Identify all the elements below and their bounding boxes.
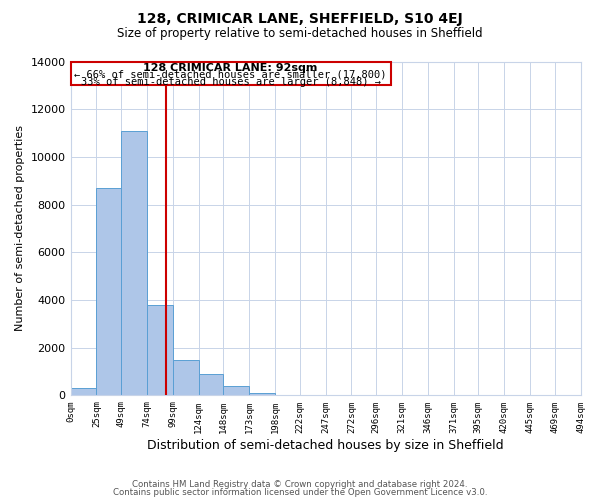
Bar [147, 305, 173, 396]
Bar [249, 393, 275, 396]
Bar [97, 188, 121, 396]
Bar [173, 360, 199, 396]
X-axis label: Distribution of semi-detached houses by size in Sheffield: Distribution of semi-detached houses by … [147, 440, 504, 452]
Text: Contains public sector information licensed under the Open Government Licence v3: Contains public sector information licen… [113, 488, 487, 497]
Bar [223, 386, 249, 396]
Bar [71, 388, 97, 396]
FancyBboxPatch shape [71, 62, 391, 86]
Bar [199, 374, 223, 396]
Text: Size of property relative to semi-detached houses in Sheffield: Size of property relative to semi-detach… [117, 28, 483, 40]
Text: 128, CRIMICAR LANE, SHEFFIELD, S10 4EJ: 128, CRIMICAR LANE, SHEFFIELD, S10 4EJ [137, 12, 463, 26]
Y-axis label: Number of semi-detached properties: Number of semi-detached properties [15, 126, 25, 332]
Bar [121, 130, 147, 396]
Text: ← 66% of semi-detached houses are smaller (17,800): ← 66% of semi-detached houses are smalle… [74, 70, 387, 80]
Text: 33% of semi-detached houses are larger (8,848) →: 33% of semi-detached houses are larger (… [80, 77, 380, 87]
Text: 128 CRIMICAR LANE: 92sqm: 128 CRIMICAR LANE: 92sqm [143, 63, 318, 73]
Text: Contains HM Land Registry data © Crown copyright and database right 2024.: Contains HM Land Registry data © Crown c… [132, 480, 468, 489]
